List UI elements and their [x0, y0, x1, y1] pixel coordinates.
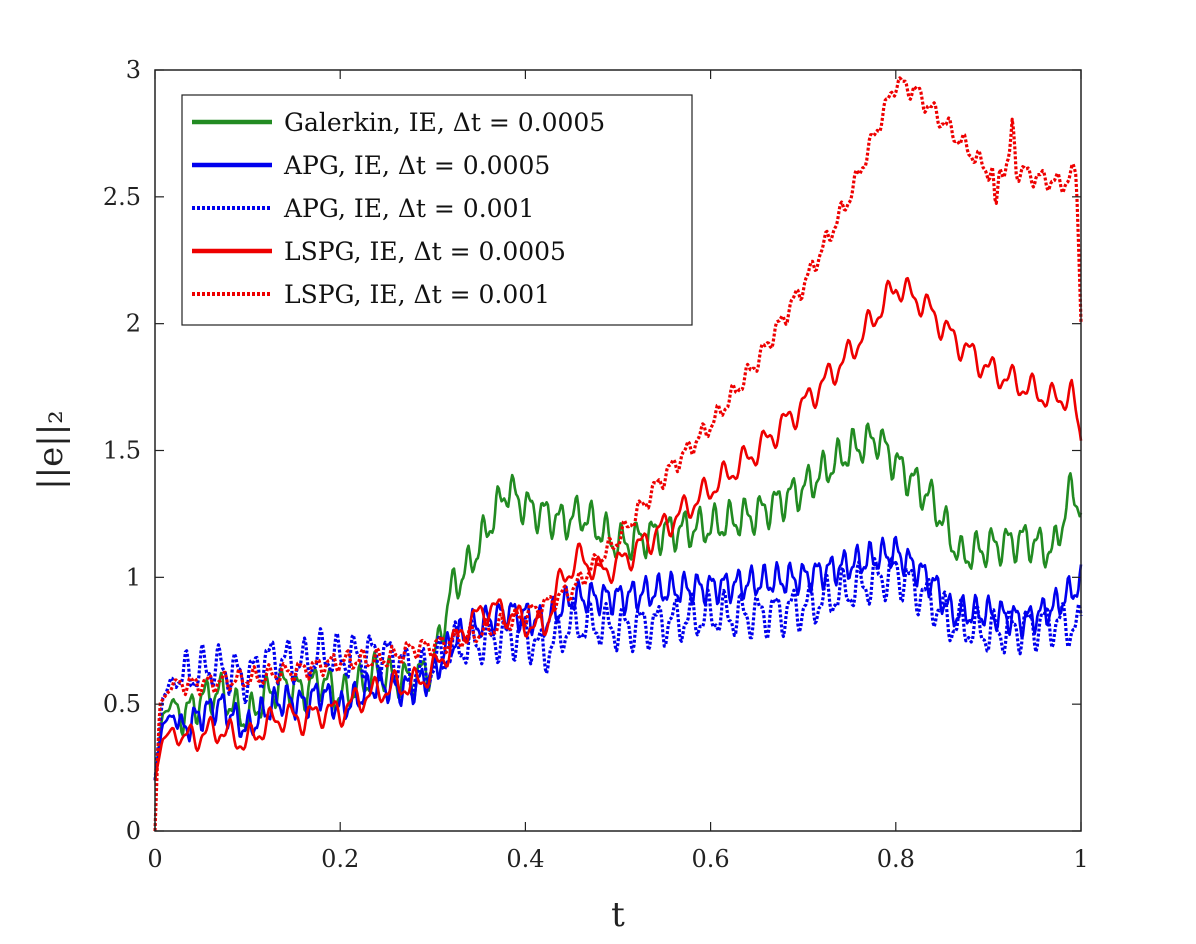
legend-label-3: LSPG, IE, Δt = 0.0005 — [284, 237, 566, 266]
series-layer — [153, 76, 1083, 832]
legend: Galerkin, IE, Δt = 0.0005 APG, IE, Δt = 0… — [181, 94, 693, 326]
legend-label-1: APG, IE, Δt = 0.0005 — [283, 151, 550, 180]
x-axis-title: t — [611, 895, 625, 935]
y-tick-label: 1.5 — [103, 437, 141, 465]
y-axis-title: ||e||₂ — [31, 410, 71, 490]
series-line-2 — [153, 555, 1083, 781]
legend-label-4: LSPG, IE, Δt = 0.001 — [284, 280, 550, 309]
y-tick-label: 2 — [126, 310, 141, 338]
series-line-0 — [153, 422, 1083, 781]
ticks-layer: 0 0.2 0.4 0.6 0.8 1 0 0.5 1 1.5 2 2.5 3 — [103, 56, 1089, 873]
y-tick-label: 3 — [126, 56, 141, 84]
y-tick-label: 0.5 — [103, 690, 141, 718]
legend-label-0: Galerkin, IE, Δt = 0.0005 — [284, 108, 605, 137]
y-tick-label: 0 — [126, 817, 141, 845]
x-tick-label: 0.8 — [877, 845, 915, 873]
y-tick-label: 1 — [126, 563, 141, 591]
x-tick-label: 0.2 — [321, 845, 359, 873]
series-line-3 — [153, 276, 1083, 781]
x-tick-label: 0 — [147, 845, 162, 873]
x-tick-label: 1 — [1073, 845, 1088, 873]
legend-label-2: APG, IE, Δt = 0.001 — [283, 194, 534, 223]
series-line-4 — [153, 76, 1083, 832]
y-tick-label: 2.5 — [103, 183, 141, 211]
x-tick-label: 0.4 — [506, 845, 544, 873]
x-tick-label: 0.6 — [692, 845, 730, 873]
